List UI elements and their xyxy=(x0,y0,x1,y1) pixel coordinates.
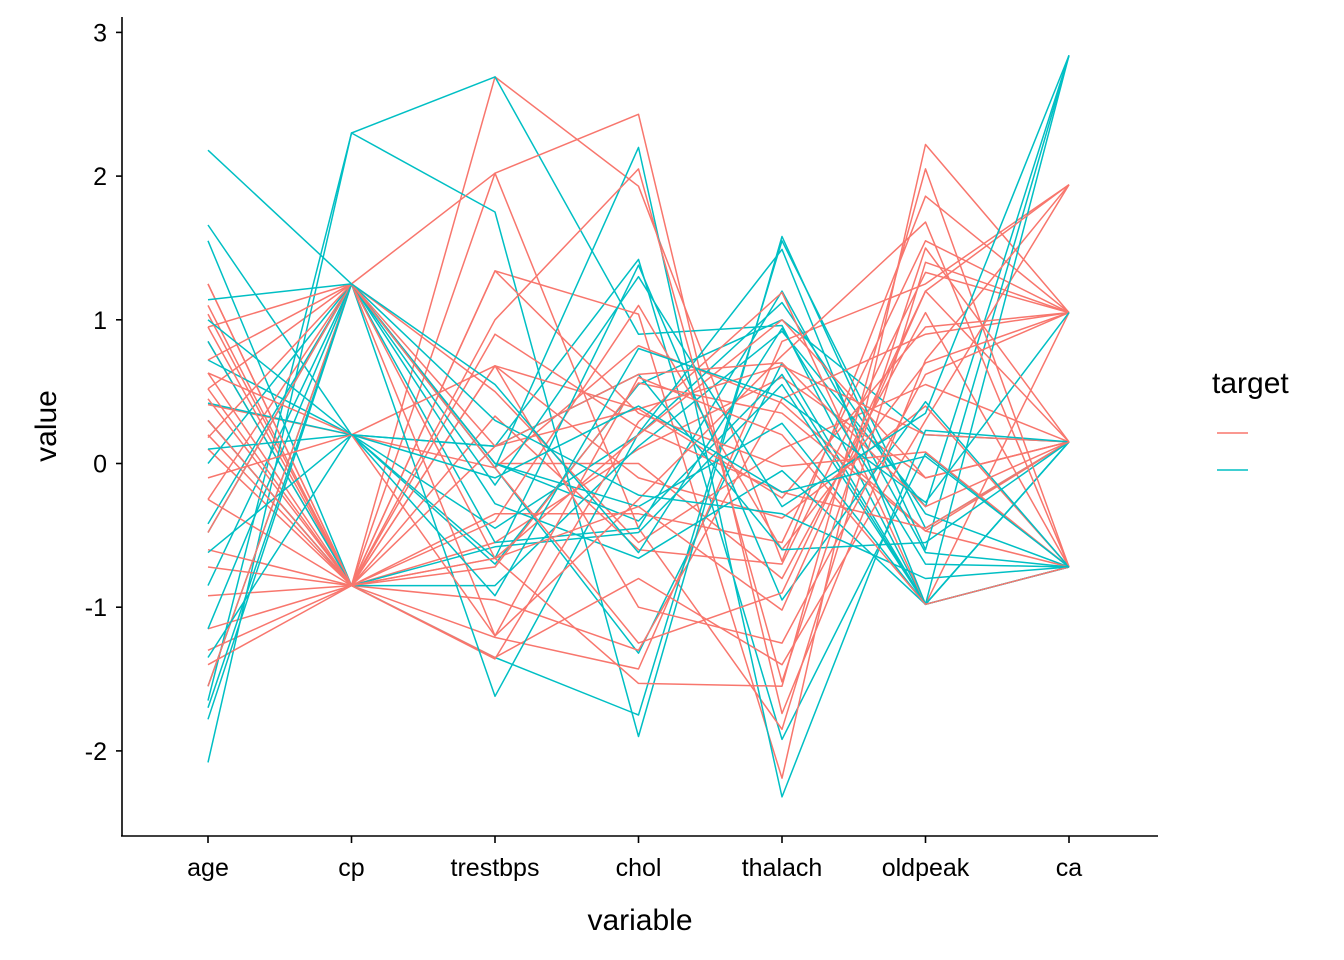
legend-entries xyxy=(1217,432,1248,471)
y-tick-label: 1 xyxy=(93,307,107,335)
series-line-17 xyxy=(207,283,1070,687)
series-lines xyxy=(207,55,1070,798)
x-tick-label-thalach: thalach xyxy=(742,854,823,882)
y-axis-title: value xyxy=(30,390,63,462)
series-line-50 xyxy=(207,55,1070,709)
legend-title: target xyxy=(1212,367,1289,400)
series-line-11 xyxy=(207,376,1070,597)
x-tick-label-trestbps: trestbps xyxy=(451,854,540,882)
series-line-32 xyxy=(207,55,1070,763)
x-axis-ticks: age cp trestbps chol thalach oldpeak ca xyxy=(187,836,1082,882)
series-line-20 xyxy=(207,319,1070,587)
series-line-46 xyxy=(207,283,1070,687)
y-tick-label: -2 xyxy=(85,738,107,766)
x-tick-label-oldpeak: oldpeak xyxy=(882,854,970,882)
y-tick-label: 3 xyxy=(93,19,107,47)
legend: target xyxy=(1212,367,1289,471)
y-tick-label: 2 xyxy=(93,163,107,191)
series-line-34 xyxy=(207,55,1070,720)
x-tick-label-age: age xyxy=(187,854,229,882)
series-line-4 xyxy=(207,291,1070,660)
series-line-0 xyxy=(207,76,1070,587)
series-line-31 xyxy=(207,146,1070,798)
x-tick-label-cp: cp xyxy=(338,854,364,882)
series-line-47 xyxy=(207,319,1070,568)
x-axis-title: variable xyxy=(587,904,692,937)
y-tick-label: -1 xyxy=(85,594,107,622)
series-line-21 xyxy=(207,311,1070,652)
series-line-23 xyxy=(207,365,1070,666)
x-tick-label-chol: chol xyxy=(616,854,662,882)
y-tick-label: 0 xyxy=(93,451,107,479)
y-axis-ticks: -2 -1 0 1 2 3 xyxy=(85,19,122,766)
series-line-36 xyxy=(207,283,1070,568)
series-line-3 xyxy=(207,168,1070,683)
x-tick-label-ca: ca xyxy=(1056,854,1083,882)
